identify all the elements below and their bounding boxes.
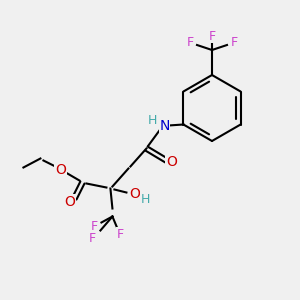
Text: O: O bbox=[129, 188, 140, 202]
Text: F: F bbox=[230, 37, 238, 50]
Text: H: H bbox=[141, 193, 150, 206]
Text: H: H bbox=[148, 114, 157, 127]
Text: O: O bbox=[166, 155, 177, 170]
Text: F: F bbox=[208, 29, 216, 43]
Text: F: F bbox=[117, 228, 124, 241]
Text: F: F bbox=[89, 232, 96, 245]
Text: N: N bbox=[159, 119, 170, 134]
Text: F: F bbox=[186, 37, 194, 50]
Text: O: O bbox=[64, 194, 75, 208]
Text: F: F bbox=[91, 220, 98, 233]
Text: O: O bbox=[55, 164, 66, 178]
